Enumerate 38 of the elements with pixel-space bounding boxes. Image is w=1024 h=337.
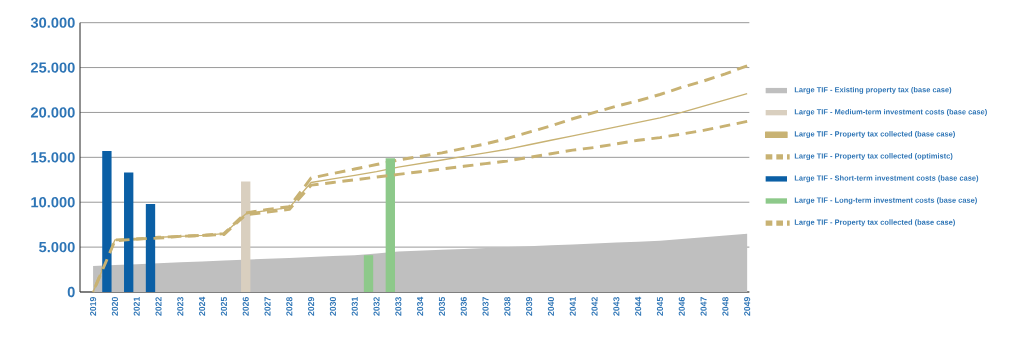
- x-tick-label: 2025: [220, 296, 227, 316]
- x-tick-label: 2044: [635, 296, 642, 316]
- x-tick-label: 2043: [613, 297, 620, 316]
- x-tick-label: 2048: [722, 296, 729, 316]
- x-tick-label: 2035: [438, 296, 446, 316]
- x-tick-label: 2019: [90, 297, 97, 316]
- x-tick-label: 2041: [569, 296, 576, 316]
- x-tick-label: 2022: [155, 297, 162, 316]
- y-tick-label: 10.000: [31, 197, 75, 208]
- y-tick-label: 5.000: [39, 241, 75, 253]
- x-tick-label: 2032: [373, 297, 380, 316]
- x-tick-label: 2045: [656, 296, 664, 316]
- x-tick-label: 2021: [133, 296, 140, 316]
- y-tick-label: 30.000: [30, 17, 75, 28]
- x-tick-label: 2026: [242, 297, 249, 316]
- x-tick-label: 2023: [177, 297, 184, 316]
- x-tick-label: 2028: [286, 296, 293, 316]
- y-tick-label: 0: [67, 286, 75, 298]
- x-tick-label: 2038: [504, 296, 511, 316]
- x-tick-label: 2027: [264, 297, 271, 316]
- x-tick-label: 2031: [351, 296, 358, 316]
- y-tick-label: 15.000: [31, 152, 75, 163]
- y-tick-label: 25.000: [30, 62, 75, 73]
- x-tick-label: 2039: [526, 297, 533, 316]
- x-tick-label: 2046: [678, 297, 685, 316]
- x-tick-label: 2024: [199, 296, 206, 316]
- x-tick-label: 2029: [308, 297, 315, 316]
- y-tick-label: 20.000: [30, 107, 75, 118]
- x-tick-label: 2047: [700, 297, 707, 316]
- x-tick-label: 2040: [547, 297, 554, 316]
- x-tick-label: 2020: [111, 297, 118, 316]
- x-tick-label: 2033: [395, 297, 402, 316]
- x-tick-label: 2037: [482, 297, 489, 316]
- x-tick-label: 2034: [417, 296, 424, 316]
- x-tick-label: 2036: [460, 297, 467, 316]
- x-tick-label: 2030: [329, 297, 336, 316]
- x-tick-label: 2049: [744, 297, 751, 316]
- x-tick-label: 2042: [591, 297, 598, 316]
